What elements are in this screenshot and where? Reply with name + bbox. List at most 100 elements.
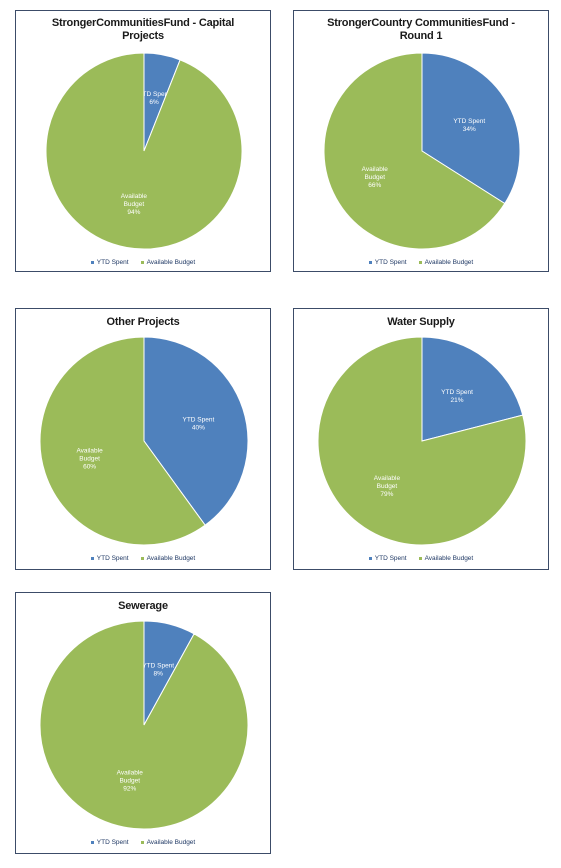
legend-label: Available Budget <box>146 259 196 266</box>
pie-slice-available-budget <box>39 620 249 830</box>
chart-title-line: StrongerCommunitiesFund - Capital <box>51 17 235 29</box>
slice-label-available-budget: Available Budget 66% <box>362 166 389 189</box>
pie-chart: YTD Spent 8% Available Budget 92% <box>39 620 249 830</box>
legend-label: YTD Spent <box>96 555 129 562</box>
slice-label-line: Available <box>374 475 401 482</box>
slice-label-line: Available <box>76 448 103 455</box>
slice-label-line: YTD Spent <box>138 91 170 98</box>
slice-label-line: YTD Spent <box>441 389 473 396</box>
legend-item-available-budget: Available Budget <box>140 839 196 846</box>
chart-title-line: Round 1 <box>399 30 443 42</box>
legend-item-ytd-spent: YTD Spent <box>90 259 129 266</box>
legend-marker-icon <box>90 260 94 264</box>
legend-marker-icon <box>140 556 144 560</box>
chart-title: Sewerage <box>16 600 270 613</box>
legend-marker-icon <box>418 556 422 560</box>
pie-chart: YTD Spent 40% Available Budget 60% <box>39 336 249 546</box>
chart-panel-capital-projects: StrongerCommunitiesFund - Capital Project… <box>15 10 271 272</box>
legend-label: YTD Spent <box>374 259 407 266</box>
chart-panel-water-supply: Water Supply YTD Spent 21% Available Budget 7… <box>293 308 549 570</box>
slice-label-available-budget: Available Budget 60% <box>76 448 103 471</box>
legend-label: Available Budget <box>146 555 196 562</box>
legend-label: Available Budget <box>146 839 196 846</box>
slice-label-line: Available <box>362 166 389 173</box>
chart-legend: YTD Spent Available Budget <box>16 839 270 846</box>
chart-title-line: Other Projects <box>106 316 180 328</box>
pie-chart: YTD Spent 21% Available Budget 79% <box>317 336 527 546</box>
slice-label-line: 40% <box>192 424 205 431</box>
legend-item-ytd-spent: YTD Spent <box>90 555 129 562</box>
slice-label-line: YTD Spent <box>142 663 174 670</box>
slice-label-line: 94% <box>127 209 140 216</box>
legend-item-ytd-spent: YTD Spent <box>90 839 129 846</box>
slice-label-ytd-spent: YTD Spent 21% <box>441 389 473 404</box>
slice-label-line: Available <box>117 769 144 776</box>
slice-label-line: Available <box>121 193 148 200</box>
slice-label-available-budget: Available Budget 79% <box>374 475 401 498</box>
slice-label-line: YTD Spent <box>453 118 485 125</box>
chart-title-line: Projects <box>122 30 164 42</box>
chart-panel-sewerage: Sewerage YTD Spent 8% Available Budget 92% YTD… <box>15 592 271 854</box>
chart-legend: YTD Spent Available Budget <box>16 259 270 266</box>
slice-label-line: Budget <box>124 201 145 208</box>
pie-slice-ytd-spent <box>143 336 249 526</box>
slice-label-available-budget: Available Budget 94% <box>121 193 148 216</box>
chart-title: StrongerCommunitiesFund - Capital Project… <box>16 17 270 43</box>
pie-slice-available-budget <box>39 336 206 546</box>
legend-marker-icon <box>140 840 144 844</box>
chart-title-line: Water Supply <box>387 316 455 328</box>
slice-label-line: 60% <box>83 464 96 471</box>
slice-label-line: Budget <box>364 174 385 181</box>
slice-label-line: 66% <box>368 182 381 189</box>
legend-item-available-budget: Available Budget <box>418 555 474 562</box>
slice-label-ytd-spent: YTD Spent 8% <box>142 663 174 678</box>
pie-slice-available-budget <box>323 52 506 250</box>
chart-legend: YTD Spent Available Budget <box>294 555 548 562</box>
chart-legend: YTD Spent Available Budget <box>294 259 548 266</box>
legend-marker-icon <box>368 556 372 560</box>
pie-slice-ytd-spent <box>421 52 521 205</box>
legend-marker-icon <box>90 556 94 560</box>
chart-panel-other-projects: Other Projects YTD Spent 40% Available Budge… <box>15 308 271 570</box>
legend-label: Available Budget <box>424 259 474 266</box>
chart-title: Other Projects <box>16 316 270 329</box>
chart-title-line: StrongerCountry CommunitiesFund - <box>327 17 515 29</box>
slice-label-line: 8% <box>154 671 164 678</box>
legend-item-available-budget: Available Budget <box>418 259 474 266</box>
slice-label-line: 34% <box>463 126 476 133</box>
legend-marker-icon <box>140 260 144 264</box>
slice-label-available-budget: Available Budget 92% <box>117 769 144 792</box>
legend-item-ytd-spent: YTD Spent <box>368 555 407 562</box>
legend-marker-icon <box>418 260 422 264</box>
pie-chart: YTD Spent 34% Available Budget 66% <box>323 52 521 250</box>
chart-title-line: Sewerage <box>118 600 168 612</box>
legend-item-available-budget: Available Budget <box>140 555 196 562</box>
legend-label: YTD Spent <box>96 839 129 846</box>
chart-panel-country-communities: StrongerCountry CommunitiesFund - Round 1… <box>293 10 549 272</box>
slice-label-line: 92% <box>123 785 136 792</box>
slice-label-ytd-spent: YTD Spent 40% <box>183 416 215 431</box>
slice-label-line: Budget <box>119 777 140 784</box>
slice-label-line: 21% <box>451 397 464 404</box>
chart-title: Water Supply <box>294 316 548 329</box>
legend-label: Available Budget <box>424 555 474 562</box>
slice-label-line: 6% <box>149 99 159 106</box>
legend-label: YTD Spent <box>96 259 129 266</box>
pie-slice-available-budget <box>317 336 527 546</box>
legend-marker-icon <box>368 260 372 264</box>
slice-label-ytd-spent: YTD Spent 6% <box>138 91 170 106</box>
slice-label-line: YTD Spent <box>183 416 215 423</box>
pie-slice-available-budget <box>45 52 243 250</box>
legend-marker-icon <box>90 840 94 844</box>
legend-item-ytd-spent: YTD Spent <box>368 259 407 266</box>
slice-label-line: 79% <box>380 491 393 498</box>
legend-item-available-budget: Available Budget <box>140 259 196 266</box>
slice-label-ytd-spent: YTD Spent 34% <box>453 118 485 133</box>
chart-title: StrongerCountry CommunitiesFund - Round 1 <box>294 17 548 43</box>
slice-label-line: Budget <box>377 483 398 490</box>
chart-legend: YTD Spent Available Budget <box>16 555 270 562</box>
pie-chart: YTD Spent 6% Available Budget 94% <box>45 52 243 250</box>
pie-slice-ytd-spent <box>421 336 524 442</box>
legend-label: YTD Spent <box>374 555 407 562</box>
slice-label-line: Budget <box>79 456 100 463</box>
